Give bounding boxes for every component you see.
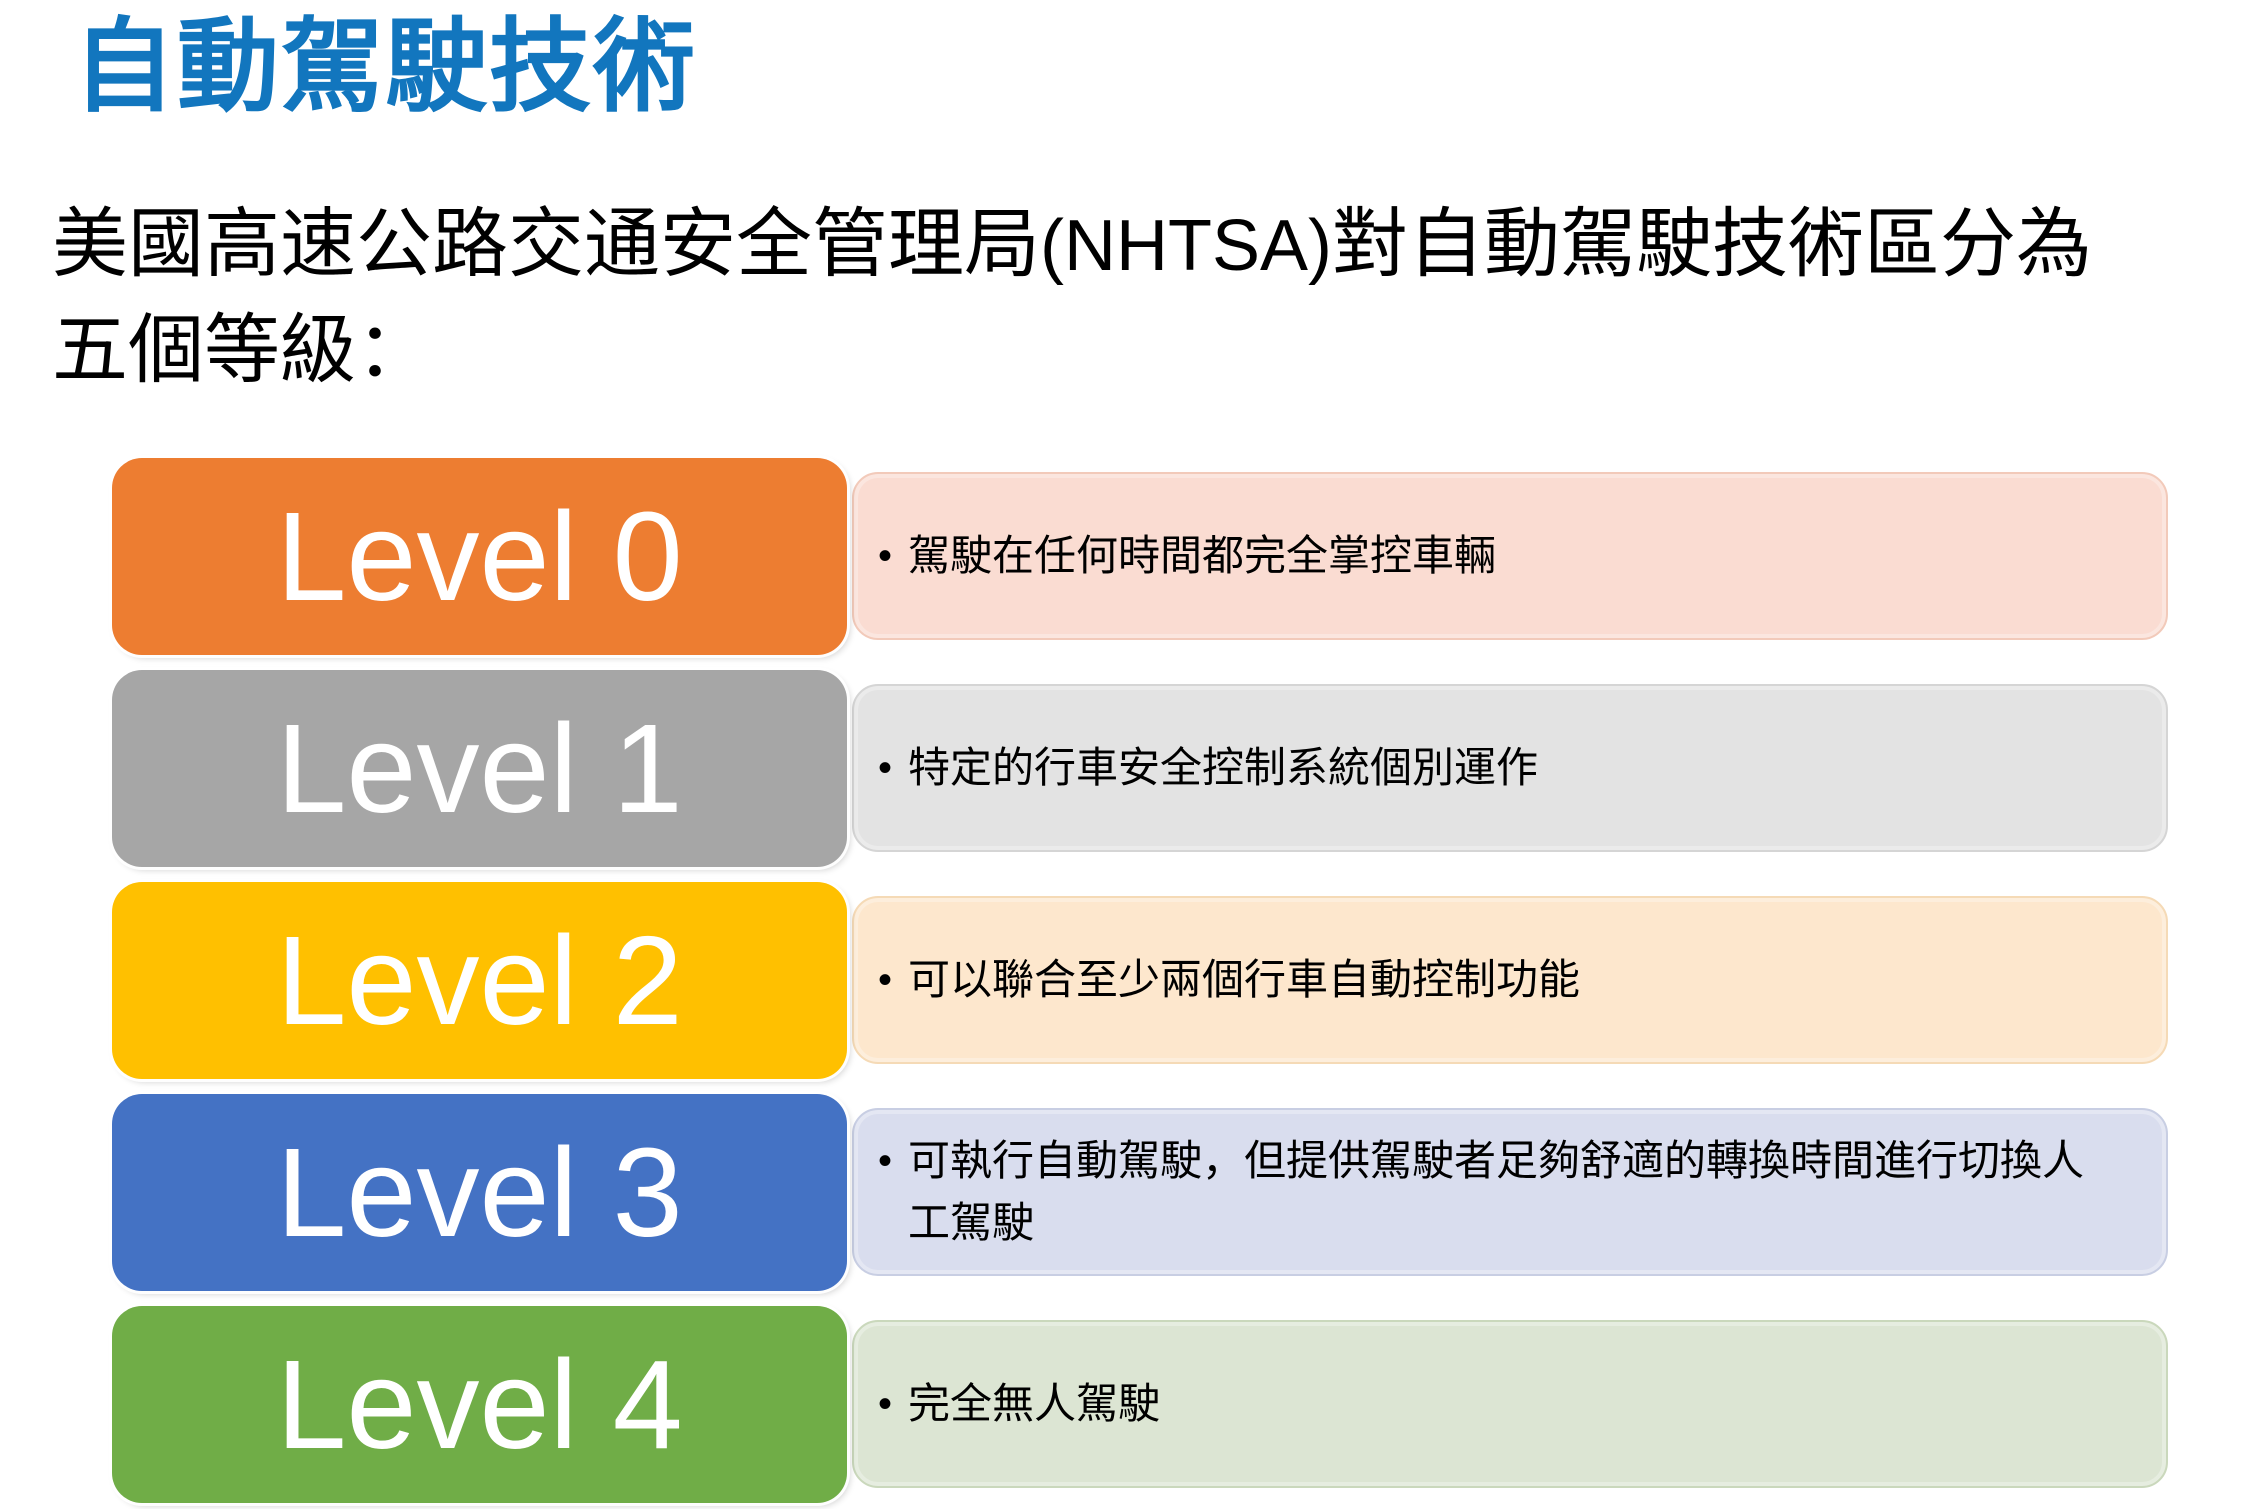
level-row-2: Level 2 • 可以聯合至少兩個行車自動控制功能 [0,882,2247,1079]
level-3-badge-label: Level 3 [276,1121,683,1263]
level-4-description: 完全無人駕駛 [908,1373,1160,1435]
description-line: 工駕駛 [908,1199,1035,1246]
level-3-description-panel: • 可執行自動駕駛，但提供駕駛者足夠舒適的轉換時間進行切換人 工駕駛 [852,1108,2168,1276]
level-2-description: 可以聯合至少兩個行車自動控制功能 [908,949,1580,1011]
bullet-icon: • [878,1139,893,1183]
level-4-description-panel: • 完全無人駕駛 [852,1320,2168,1488]
bullet-icon: • [878,534,893,578]
level-1-description-wrap: • 特定的行車安全控制系統個別運作 [878,737,1538,799]
level-3-description: 可執行自動駕駛，但提供駕駛者足夠舒適的轉換時間進行切換人 工駕駛 [908,1130,2084,1254]
level-4-description-wrap: • 完全無人駕駛 [878,1373,1160,1435]
level-1-description-panel: • 特定的行車安全控制系統個別運作 [852,684,2168,852]
level-0-badge: Level 0 [112,458,847,655]
description-line: 特定的行車安全控制系統個別運作 [908,744,1539,791]
bullet-icon: • [878,1382,893,1426]
level-0-badge-label: Level 0 [276,485,683,627]
description-line: 可執行自動駕駛，但提供駕駛者足夠舒適的轉換時間進行切換人 [908,1137,2085,1184]
level-2-badge: Level 2 [112,882,847,1079]
level-row-0: Level 0 • 駕駛在任何時間都完全掌控車輛 [0,458,2247,655]
intro-line1-prefix: 美國高速公路交通安全管理局 [52,203,1040,287]
description-line: 完全無人駕駛 [908,1380,1161,1427]
level-3-description-wrap: • 可執行自動駕駛，但提供駕駛者足夠舒適的轉換時間進行切換人 工駕駛 [878,1130,2084,1254]
level-1-badge: Level 1 [112,670,847,867]
level-row-1: Level 1 • 特定的行車安全控制系統個別運作 [0,670,2247,867]
levels-list: Level 0 • 駕駛在任何時間都完全掌控車輛 Level 1 • 特定的行車… [0,458,2247,1503]
intro-line2: 五個等級： [52,309,432,394]
intro-paragraph: 美國高速公路交通安全管理局(NHTSA)對自動駕駛技術區分為五個等級： [52,192,2212,405]
level-1-description: 特定的行車安全控制系統個別運作 [908,737,1538,799]
bullet-icon: • [878,746,893,790]
level-4-badge-label: Level 4 [276,1333,683,1475]
bullet-icon: • [878,958,893,1002]
page-title: 自動駕駛技術 [73,10,697,124]
level-1-badge-label: Level 1 [276,697,683,839]
level-4-badge: Level 4 [112,1306,847,1503]
level-3-badge: Level 3 [112,1094,847,1291]
level-2-description-panel: • 可以聯合至少兩個行車自動控制功能 [852,896,2168,1064]
description-line: 駕駛在任何時間都完全掌控車輛 [908,532,1497,579]
level-row-4: Level 4 • 完全無人駕駛 [0,1306,2247,1503]
level-2-description-wrap: • 可以聯合至少兩個行車自動控制功能 [878,949,1580,1011]
level-row-3: Level 3 • 可執行自動駕駛，但提供駕駛者足夠舒適的轉換時間進行切換人 工… [0,1094,2247,1291]
level-0-description-panel: • 駕駛在任何時間都完全掌控車輛 [852,472,2168,640]
intro-nhtsa-abbreviation: (NHTSA) [1040,206,1332,286]
level-0-description: 駕駛在任何時間都完全掌控車輛 [908,525,1496,587]
intro-line1-suffix: 對自動駕駛技術區分為 [1331,203,2092,287]
description-line: 可以聯合至少兩個行車自動控制功能 [908,956,1581,1003]
level-2-badge-label: Level 2 [276,909,683,1051]
level-0-description-wrap: • 駕駛在任何時間都完全掌控車輛 [878,525,1496,587]
